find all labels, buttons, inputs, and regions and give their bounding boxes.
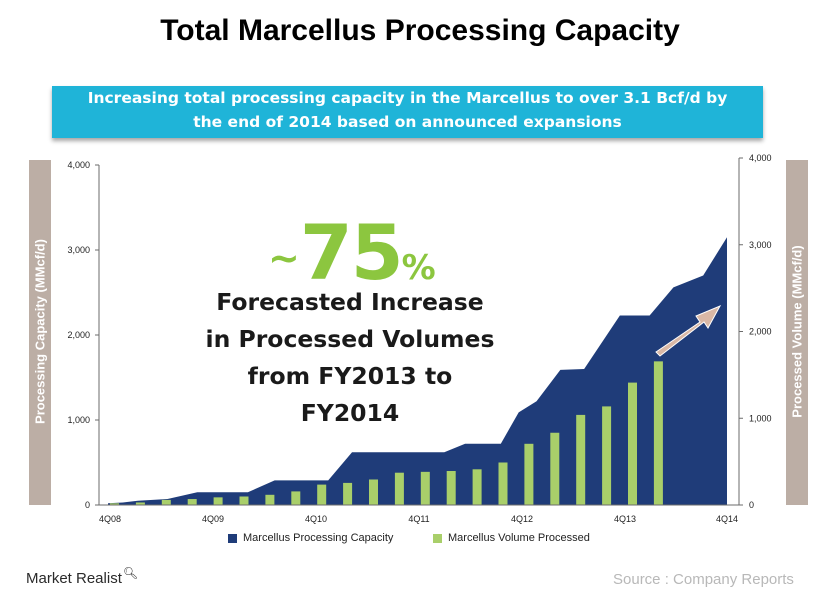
volume-bar — [420, 471, 430, 505]
volume-bar — [317, 484, 327, 505]
volume-bar — [653, 361, 663, 505]
percent-sign: % — [401, 248, 436, 288]
left-axis-band — [29, 160, 51, 505]
page-title: Total Marcellus Processing Capacity — [160, 14, 680, 47]
legend-item-volume: Marcellus Volume Processed — [433, 532, 590, 544]
volume-bar — [602, 406, 612, 505]
volume-bar — [498, 462, 508, 505]
legend-label-capacity: Marcellus Processing Capacity — [243, 532, 394, 544]
right-tick-label: 3,000 — [749, 240, 772, 250]
volume-bar — [110, 503, 119, 505]
volume-bar — [446, 471, 456, 505]
volume-bar — [524, 443, 534, 505]
x-tick-label: 4Q09 — [202, 514, 224, 524]
left-tick-label: 3,000 — [67, 245, 90, 255]
volume-bar — [187, 499, 197, 505]
x-tick-label: 4Q10 — [305, 514, 327, 524]
left-tick-label: 4,000 — [67, 160, 90, 170]
banner-line-1: Increasing total processing capacity in … — [87, 89, 728, 107]
left-tick-label: 1,000 — [67, 415, 90, 425]
capacity-area — [108, 237, 727, 505]
volume-bar — [291, 491, 301, 505]
volume-bar — [265, 494, 275, 505]
volume-bar — [576, 414, 586, 505]
percent-increase-callout: ~75% — [268, 208, 436, 297]
headline-banner: Increasing total processing capacity in … — [52, 86, 763, 138]
volume-bar — [343, 482, 353, 505]
right-tick-label: 4,000 — [749, 153, 772, 163]
right-tick-label: 2,000 — [749, 327, 772, 337]
forecast-line-2: in Processed Volumes — [205, 325, 495, 353]
arrow-shape — [655, 304, 722, 357]
volume-bar — [239, 496, 249, 505]
volume-bar — [369, 479, 378, 505]
increase-number: 75 — [299, 208, 404, 297]
volume-bar — [628, 382, 637, 505]
right-tick-label: 0 — [749, 500, 754, 510]
forecast-text: Forecasted Increase in Processed Volumes… — [185, 284, 515, 432]
legend-label-volume: Marcellus Volume Processed — [448, 532, 590, 544]
x-tick-label: 4Q12 — [511, 514, 533, 524]
legend-swatch-volume — [433, 533, 442, 543]
left-tick-label: 0 — [85, 500, 90, 510]
brand-name: Market Realist — [26, 570, 122, 587]
legend-item-capacity: Marcellus Processing Capacity — [228, 532, 393, 544]
banner-line-2: the end of 2014 based on announced expan… — [193, 113, 622, 131]
volume-bar — [161, 499, 171, 505]
source-note: Source : Company Reports — [613, 571, 794, 588]
legend-swatch-capacity — [228, 533, 237, 543]
volume-bar — [550, 432, 560, 505]
x-tick-label: 4Q11 — [408, 514, 429, 524]
right-axis-band — [786, 160, 808, 505]
left-tick-label: 2,000 — [67, 330, 90, 340]
trend-arrow — [655, 304, 722, 357]
volume-bar — [135, 502, 145, 505]
x-tick-label: 4Q13 — [614, 514, 636, 524]
forecast-line-1: Forecasted Increase — [216, 288, 484, 316]
forecast-line-3: from FY2013 to — [247, 362, 453, 390]
volume-bar — [213, 497, 223, 505]
volume-bar — [394, 472, 404, 505]
right-tick-label: 1,000 — [749, 413, 772, 423]
approx-tilde: ~ — [268, 236, 300, 280]
x-tick-label: 4Q08 — [99, 514, 121, 524]
magnifier-icon: 🔍︎ — [122, 566, 139, 580]
volume-bar — [472, 469, 482, 505]
brand-logo-text: Market Realist🔍︎ — [26, 566, 138, 587]
x-tick-label: 4Q14 — [716, 514, 738, 524]
forecast-line-4: FY2014 — [300, 399, 400, 427]
